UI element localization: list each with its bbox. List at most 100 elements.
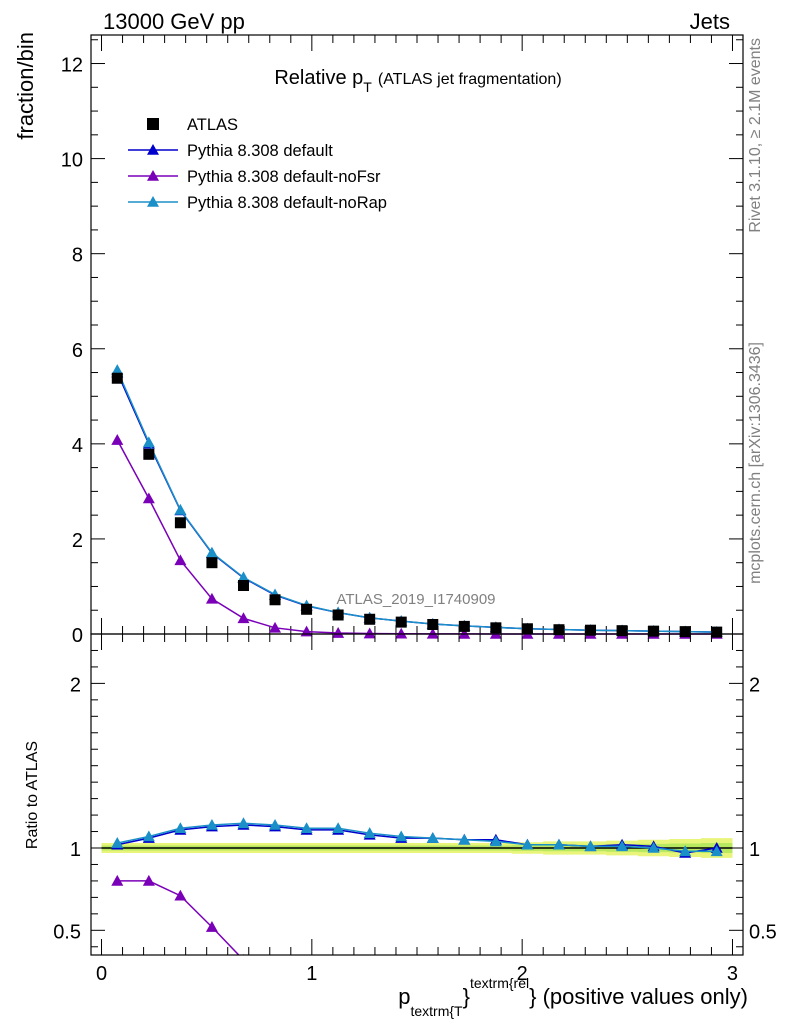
- ratio-series-3-line: [117, 822, 717, 853]
- ratio-series-3-point: [142, 830, 155, 842]
- ratio-series-1-line: [117, 824, 717, 854]
- ratio-series-2-point: [111, 874, 124, 886]
- legend-label: Pythia 8.308 default: [187, 142, 333, 160]
- x-axis-label-sub: textrm{T: [410, 1003, 463, 1019]
- ratio-series-3-point: [647, 842, 660, 853]
- plot-title: Relative pT (ATLAS jet fragmentation): [274, 67, 561, 95]
- ratio-series-3-point: [174, 822, 187, 834]
- atlas-data-point: [143, 448, 155, 460]
- ratio-series-2-line: [117, 880, 240, 955]
- atlas-data-point: [427, 618, 439, 630]
- legend-label: Pythia 8.308 default-noFsr: [187, 168, 381, 186]
- main-series-2-point: [142, 492, 155, 504]
- ratio-series-3-point: [269, 818, 282, 830]
- main-panel: 0 2 4 6 8 10 12: [61, 34, 744, 647]
- x-tick-label: 3: [727, 963, 738, 985]
- atlas-data-point: [490, 622, 502, 634]
- legend: ATLAS Pythia 8.308 default Pythia 8.308 de…: [128, 116, 387, 212]
- x-axis-label-brace2: }: [529, 984, 536, 1009]
- legend-label: ATLAS: [187, 116, 238, 134]
- x-axis-label-brace1: }: [463, 984, 470, 1009]
- main-series-2-point: [174, 554, 187, 566]
- ratio-ytick-label: 0.5: [53, 921, 81, 943]
- ratio-series-3-point: [395, 830, 408, 842]
- main-ytick-label: 12: [61, 55, 83, 77]
- ratio-series-3-point: [458, 833, 471, 845]
- legend-marker-atlas: [147, 118, 159, 130]
- atlas-data-point: [458, 620, 470, 632]
- atlas-data-point: [269, 594, 281, 606]
- x-tick-label: 2: [517, 963, 528, 985]
- main-series-2-point: [426, 627, 439, 639]
- main-ytick-label: 0: [72, 625, 83, 647]
- atlas-data-point: [237, 580, 249, 592]
- main-series-2-point: [237, 612, 250, 624]
- main-series-3-point: [237, 571, 250, 583]
- ratio-plot-area: [101, 817, 733, 955]
- ratio-series-3-point: [489, 835, 502, 847]
- main-series-2-point: [395, 627, 408, 639]
- main-ytick-label: 6: [72, 340, 83, 362]
- ratio-series-3-point: [584, 840, 597, 852]
- ratio-frame: [90, 633, 744, 956]
- ratio-ytick-label-right: 0.5: [749, 921, 777, 943]
- plot-title-sub: T: [363, 79, 372, 95]
- atlas-data-point: [206, 557, 218, 569]
- ratio-series-3-point: [521, 838, 534, 850]
- main-ytick-label: 8: [72, 245, 83, 267]
- side-text-top: Rivet 3.1.10, ≥ 2.1M events: [747, 38, 764, 233]
- x-axis-label: ptextrm{T}textrm{rel} (positive values o…: [398, 975, 748, 1019]
- main-series-2-point: [205, 592, 218, 604]
- plot-title-paren: (ATLAS jet fragmentation): [378, 71, 562, 88]
- ratio-panel: 0.5 0.5 1 1 2 2 0 1 2 3: [53, 633, 777, 985]
- atlas-data-point: [395, 616, 407, 628]
- plot-title-main: Relative p: [274, 67, 363, 89]
- header-right: Jets: [690, 9, 730, 34]
- main-series-3-point: [142, 436, 155, 448]
- ratio-ytick-label-right: 2: [749, 674, 760, 696]
- x-axis-label-p: p: [398, 984, 410, 1009]
- atlas-data-point: [616, 625, 628, 637]
- main-series-2-point: [111, 434, 124, 445]
- y-axis-label-ratio: Ratio to ATLAS: [24, 741, 41, 849]
- ratio-series-3-point: [426, 832, 439, 843]
- legend-label: Pythia 8.308 default-noRap: [187, 194, 387, 212]
- ratio-series-3-point: [300, 822, 313, 834]
- main-series-2-point: [363, 627, 376, 639]
- main-ytick-label: 4: [72, 435, 83, 457]
- ratio-series-3-point: [111, 837, 124, 848]
- atlas-data-point: [521, 623, 533, 635]
- ratio-series-3-point: [332, 822, 345, 834]
- ratio-series-3-point: [205, 818, 218, 830]
- ratio-series-3-point: [616, 840, 629, 852]
- ratio-ytick-label-right: 1: [749, 839, 760, 861]
- atlas-data-point: [301, 603, 313, 615]
- atlas-data-point: [111, 372, 123, 384]
- legend-marker: [147, 170, 159, 181]
- main-series-2-point: [332, 627, 345, 638]
- atlas-data-point: [174, 517, 186, 529]
- atlas-data-point: [364, 613, 376, 625]
- ratio-ytick-label: 2: [70, 674, 81, 696]
- ratio-ytick-label: 1: [70, 839, 81, 861]
- ratio-series-3-point: [679, 845, 692, 857]
- ratio-series-3-point: [710, 845, 723, 857]
- atlas-data-point: [679, 626, 691, 638]
- atlas-data-point: [553, 624, 565, 636]
- x-axis-label-sup: textrm{rel: [470, 975, 529, 991]
- ratio-series-2-point: [142, 874, 155, 886]
- atlas-data-point: [585, 624, 597, 636]
- x-tick-label: 0: [96, 963, 107, 985]
- atlas-data-point: [648, 625, 660, 637]
- x-axis-label-rest: (positive values only): [536, 984, 748, 1009]
- header-left: 13000 GeV pp: [103, 9, 245, 34]
- main-series-2-point: [269, 621, 282, 633]
- side-text-bottom: mcplots.cern.ch [arXiv:1306.3436]: [747, 342, 764, 584]
- legend-marker: [147, 144, 159, 155]
- ratio-series-3-point: [552, 838, 565, 850]
- main-series-3-point: [174, 503, 187, 515]
- ratio-series-2-point: [205, 921, 218, 932]
- ratio-series-2-point: [174, 889, 187, 901]
- main-series-2-point: [458, 627, 471, 639]
